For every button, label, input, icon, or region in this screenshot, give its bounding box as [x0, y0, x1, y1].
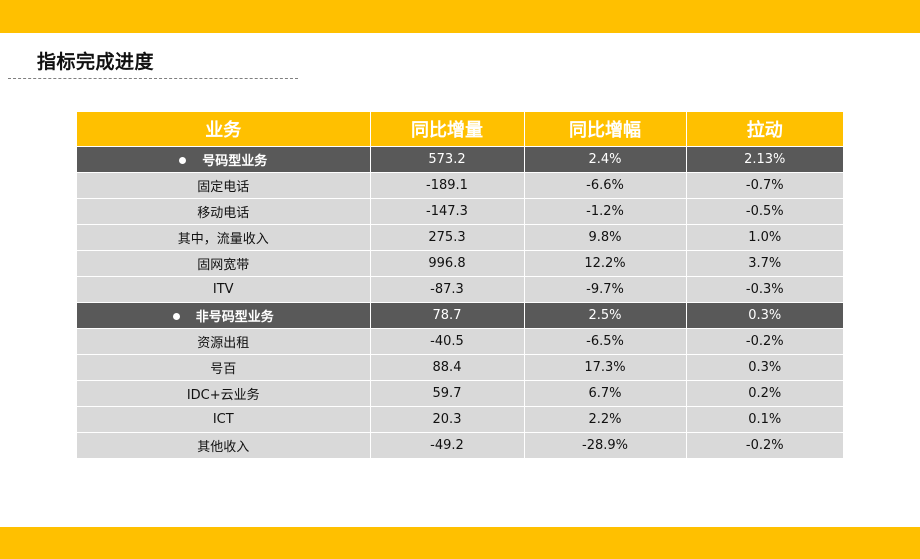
table-header-row: 业务 同比增量 同比增幅 拉动 [77, 112, 843, 147]
yoy-growth-cell: 2.5% [524, 302, 687, 329]
yoy-growth-cell: 9.8% [524, 224, 687, 251]
table-row: 移动电话 -147.3 -1.2% -0.5% [77, 198, 843, 225]
yoy-growth-cell: 2.2% [524, 406, 687, 433]
yoy-increment-cell: 275.3 [370, 224, 525, 251]
contribution-cell: 0.2% [686, 380, 843, 407]
header-yoy-increment: 同比增量 [370, 112, 525, 147]
contribution-cell: -0.2% [686, 432, 843, 458]
category-row: 非号码型业务 78.7 2.5% 0.3% [77, 302, 843, 329]
bullet-icon [172, 313, 180, 320]
yoy-increment-cell: -40.5 [370, 328, 525, 355]
business-cell: 号百 [77, 354, 371, 381]
table-row: 固定电话 -189.1 -6.6% -0.7% [77, 172, 843, 199]
title-divider [8, 78, 298, 79]
table-row: IDC+云业务 59.7 6.7% 0.2% [77, 380, 843, 407]
bottom-accent-bar [0, 527, 920, 559]
table-row: 其他收入 -49.2 -28.9% -0.2% [77, 432, 843, 458]
table-row: 其中，流量收入 275.3 9.8% 1.0% [77, 224, 843, 251]
yoy-growth-cell: -6.5% [524, 328, 687, 355]
contribution-cell: -0.2% [686, 328, 843, 355]
contribution-cell: 0.3% [686, 354, 843, 381]
table-row: ICT 20.3 2.2% 0.1% [77, 406, 843, 433]
business-cell: 资源出租 [77, 328, 371, 355]
header-contribution: 拉动 [686, 112, 843, 147]
contribution-cell: 1.0% [686, 224, 843, 251]
header-yoy-growth: 同比增幅 [524, 112, 687, 147]
table-body: 号码型业务 573.2 2.4% 2.13% 固定电话 -189.1 -6.6% -0.7% 移… [77, 146, 843, 458]
contribution-cell: 2.13% [686, 146, 843, 173]
yoy-increment-cell: 59.7 [370, 380, 525, 407]
business-cell: 固定电话 [77, 172, 371, 199]
business-cell: 其中，流量收入 [77, 224, 371, 251]
business-cell: 号码型业务 [77, 146, 371, 173]
yoy-increment-cell: -49.2 [370, 432, 525, 458]
yoy-increment-cell: -189.1 [370, 172, 525, 199]
bullet-icon [179, 157, 187, 164]
yoy-increment-cell: 88.4 [370, 354, 525, 381]
yoy-increment-cell: 996.8 [370, 250, 525, 277]
table-row: ITV -87.3 -9.7% -0.3% [77, 276, 843, 303]
contribution-cell: 0.1% [686, 406, 843, 433]
business-cell: ITV [77, 276, 371, 303]
business-cell: 固网宽带 [77, 250, 371, 277]
table-row: 资源出租 -40.5 -6.5% -0.2% [77, 328, 843, 355]
yoy-growth-cell: -9.7% [524, 276, 687, 303]
yoy-growth-cell: -1.2% [524, 198, 687, 225]
contribution-cell: 3.7% [686, 250, 843, 277]
business-cell: 移动电话 [77, 198, 371, 225]
header-business: 业务 [77, 112, 371, 147]
yoy-increment-cell: 573.2 [370, 146, 525, 173]
category-label: 号码型业务 [202, 154, 268, 169]
yoy-increment-cell: -87.3 [370, 276, 525, 303]
category-row: 号码型业务 573.2 2.4% 2.13% [77, 146, 843, 173]
progress-table: 业务 同比增量 同比增幅 拉动 号码型业务 573.2 2.4% 2.13% 固定电话 -… [77, 112, 843, 458]
page-title: 指标完成进度 [37, 51, 155, 73]
yoy-growth-cell: -6.6% [524, 172, 687, 199]
contribution-cell: -0.3% [686, 276, 843, 303]
contribution-cell: 0.3% [686, 302, 843, 329]
top-accent-bar [0, 0, 920, 33]
yoy-growth-cell: 2.4% [524, 146, 687, 173]
business-cell: 其他收入 [77, 432, 371, 458]
business-cell: ICT [77, 406, 371, 433]
business-cell: 非号码型业务 [77, 302, 371, 329]
category-label: 非号码型业务 [195, 310, 274, 325]
yoy-increment-cell: -147.3 [370, 198, 525, 225]
business-cell: IDC+云业务 [77, 380, 371, 407]
yoy-growth-cell: 6.7% [524, 380, 687, 407]
yoy-growth-cell: 17.3% [524, 354, 687, 381]
contribution-cell: -0.5% [686, 198, 843, 225]
table-row: 固网宽带 996.8 12.2% 3.7% [77, 250, 843, 277]
yoy-increment-cell: 20.3 [370, 406, 525, 433]
yoy-increment-cell: 78.7 [370, 302, 525, 329]
yoy-growth-cell: -28.9% [524, 432, 687, 458]
contribution-cell: -0.7% [686, 172, 843, 199]
yoy-growth-cell: 12.2% [524, 250, 687, 277]
table-row: 号百 88.4 17.3% 0.3% [77, 354, 843, 381]
